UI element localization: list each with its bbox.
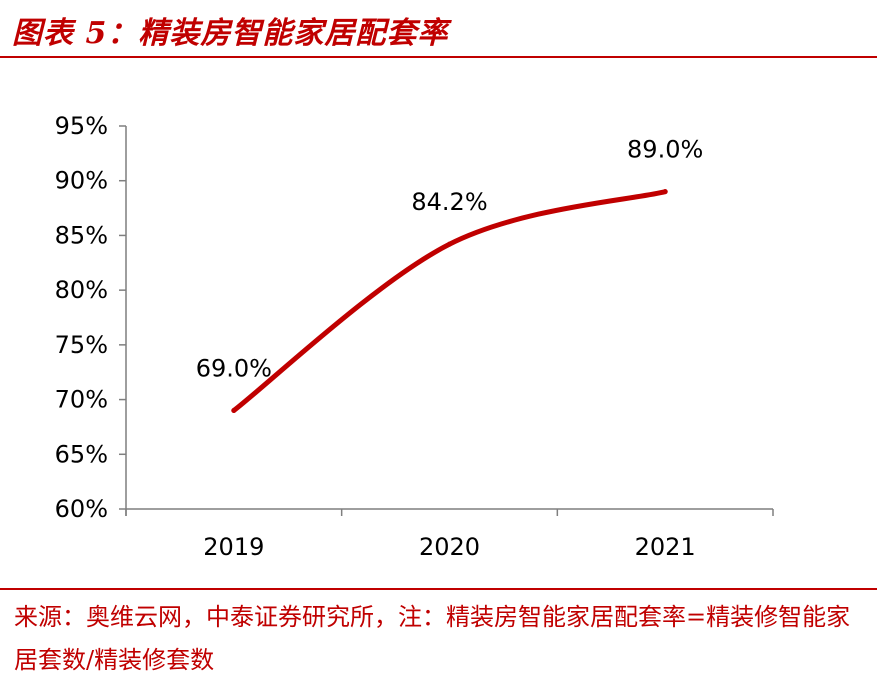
x-tick-label: 2021 (635, 533, 696, 561)
figure-title: 图表 5：精装房智能家居配套率 (12, 16, 449, 51)
y-tick-label: 85% (55, 221, 108, 249)
x-axis: 2019 2020 2021 (125, 508, 774, 561)
y-axis: 60% 65% 70% 75% 80% 85% 90% 95% (55, 112, 127, 523)
line-chart: 60% 65% 70% 75% 80% 85% 90% 95% 2019 2020 2021 69… (55, 112, 774, 561)
y-tick-label: 75% (55, 331, 108, 359)
x-tick-label: 2019 (203, 533, 264, 561)
data-label: 89.0% (627, 136, 703, 164)
series-group (231, 189, 668, 414)
source-note: 来源：奥维云网，中泰证券研究所，注：精装房智能家居配套率=精装修智能家居套数/精… (14, 603, 851, 674)
y-tick-label: 95% (55, 112, 108, 140)
data-label: 84.2% (411, 188, 487, 216)
data-point (662, 189, 668, 195)
y-tick-label: 90% (55, 167, 108, 195)
y-tick-label: 60% (55, 495, 108, 523)
x-tick-label: 2020 (419, 533, 480, 561)
title-rule (0, 56, 877, 58)
y-tick-label: 80% (55, 276, 108, 304)
y-tick-label: 70% (55, 386, 108, 414)
data-point (231, 408, 237, 414)
series-line (231, 189, 668, 414)
data-labels: 69.0% 84.2% 89.0% (196, 136, 704, 383)
data-label: 69.0% (196, 355, 272, 383)
data-point (447, 241, 452, 247)
y-tick-label: 65% (55, 440, 108, 468)
source-rule (0, 588, 877, 590)
